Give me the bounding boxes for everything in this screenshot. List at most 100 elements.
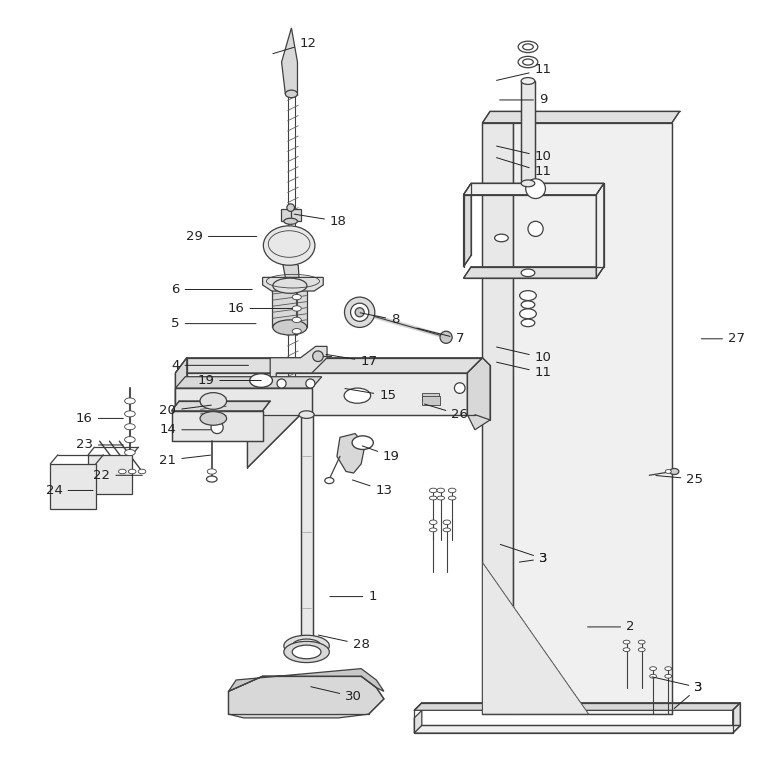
Ellipse shape bbox=[623, 640, 630, 644]
Text: 19: 19 bbox=[363, 446, 400, 463]
Ellipse shape bbox=[638, 648, 645, 651]
Ellipse shape bbox=[283, 642, 330, 663]
Ellipse shape bbox=[495, 234, 508, 242]
Bar bbox=[88, 455, 132, 494]
Polygon shape bbox=[414, 725, 740, 733]
Circle shape bbox=[525, 179, 546, 199]
Ellipse shape bbox=[650, 674, 656, 678]
Ellipse shape bbox=[272, 320, 307, 335]
Text: 10: 10 bbox=[496, 146, 551, 164]
Polygon shape bbox=[482, 111, 680, 123]
Text: 3: 3 bbox=[519, 552, 547, 565]
Polygon shape bbox=[733, 702, 740, 733]
Text: 23: 23 bbox=[76, 438, 124, 451]
Polygon shape bbox=[464, 183, 604, 195]
Ellipse shape bbox=[669, 469, 679, 475]
Ellipse shape bbox=[352, 436, 373, 450]
Ellipse shape bbox=[449, 488, 456, 492]
Polygon shape bbox=[464, 267, 604, 278]
Text: 10: 10 bbox=[496, 347, 551, 365]
Polygon shape bbox=[175, 388, 312, 415]
Ellipse shape bbox=[124, 437, 135, 443]
Text: 26: 26 bbox=[424, 404, 468, 421]
Ellipse shape bbox=[665, 674, 672, 678]
Ellipse shape bbox=[440, 331, 452, 343]
Ellipse shape bbox=[351, 303, 369, 321]
Ellipse shape bbox=[292, 639, 321, 653]
Ellipse shape bbox=[283, 218, 298, 224]
Text: 13: 13 bbox=[352, 480, 392, 497]
Ellipse shape bbox=[207, 469, 216, 474]
Polygon shape bbox=[171, 401, 270, 411]
Polygon shape bbox=[482, 562, 589, 714]
Text: 28: 28 bbox=[319, 635, 370, 651]
Polygon shape bbox=[229, 669, 384, 692]
Ellipse shape bbox=[283, 635, 330, 657]
Polygon shape bbox=[229, 677, 384, 718]
Text: 24: 24 bbox=[45, 484, 93, 497]
Polygon shape bbox=[337, 434, 365, 473]
Ellipse shape bbox=[344, 388, 370, 403]
Text: 6: 6 bbox=[171, 283, 252, 296]
Ellipse shape bbox=[124, 411, 135, 417]
Polygon shape bbox=[282, 28, 298, 94]
Text: 2: 2 bbox=[587, 620, 634, 633]
Ellipse shape bbox=[124, 450, 135, 456]
Polygon shape bbox=[262, 277, 323, 291]
Text: 17: 17 bbox=[326, 355, 377, 368]
Polygon shape bbox=[414, 710, 422, 733]
Ellipse shape bbox=[325, 478, 334, 484]
Ellipse shape bbox=[638, 640, 645, 644]
Circle shape bbox=[312, 351, 323, 361]
Text: 16: 16 bbox=[76, 412, 124, 425]
Text: 14: 14 bbox=[160, 423, 211, 436]
Ellipse shape bbox=[443, 528, 451, 532]
Circle shape bbox=[454, 383, 465, 393]
Polygon shape bbox=[175, 358, 482, 373]
Text: 8: 8 bbox=[360, 313, 399, 326]
Ellipse shape bbox=[429, 520, 437, 524]
Ellipse shape bbox=[521, 180, 535, 186]
Text: 3: 3 bbox=[500, 544, 547, 565]
Bar bbox=[281, 209, 301, 221]
Ellipse shape bbox=[520, 291, 536, 301]
Text: 3: 3 bbox=[652, 677, 703, 694]
Text: 29: 29 bbox=[186, 230, 257, 243]
Ellipse shape bbox=[285, 90, 298, 97]
Ellipse shape bbox=[139, 470, 146, 474]
Polygon shape bbox=[521, 81, 535, 183]
Ellipse shape bbox=[429, 488, 437, 492]
Ellipse shape bbox=[355, 307, 364, 317]
Ellipse shape bbox=[449, 496, 456, 500]
Ellipse shape bbox=[650, 667, 656, 670]
Polygon shape bbox=[464, 183, 471, 267]
Ellipse shape bbox=[521, 301, 535, 308]
Ellipse shape bbox=[521, 269, 535, 277]
Polygon shape bbox=[247, 415, 301, 468]
Text: 19: 19 bbox=[197, 374, 262, 387]
Text: 11: 11 bbox=[496, 158, 552, 179]
Text: 22: 22 bbox=[93, 469, 143, 482]
Text: 21: 21 bbox=[159, 454, 211, 466]
Polygon shape bbox=[175, 377, 322, 388]
Ellipse shape bbox=[666, 470, 671, 473]
Bar bbox=[50, 464, 96, 509]
Polygon shape bbox=[414, 702, 740, 710]
Polygon shape bbox=[467, 358, 490, 430]
Polygon shape bbox=[464, 183, 604, 195]
Text: 12: 12 bbox=[272, 37, 316, 54]
Bar bbox=[422, 396, 440, 405]
Ellipse shape bbox=[250, 374, 272, 387]
Polygon shape bbox=[272, 285, 307, 327]
Ellipse shape bbox=[518, 56, 538, 68]
Ellipse shape bbox=[292, 306, 301, 311]
Ellipse shape bbox=[299, 646, 314, 654]
Polygon shape bbox=[482, 123, 513, 714]
Polygon shape bbox=[596, 183, 604, 278]
Ellipse shape bbox=[437, 488, 445, 492]
Text: 1: 1 bbox=[330, 590, 377, 603]
Text: 30: 30 bbox=[311, 686, 362, 703]
Ellipse shape bbox=[292, 645, 321, 659]
Ellipse shape bbox=[292, 317, 301, 323]
Polygon shape bbox=[513, 123, 672, 714]
